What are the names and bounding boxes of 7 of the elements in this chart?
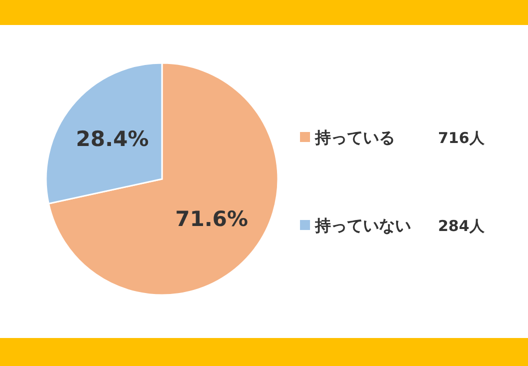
text: 716人 [438, 129, 484, 147]
data-label: 71.6% [175, 207, 248, 232]
data-label: 28.4% [76, 126, 149, 151]
legend-label: 持っている [314, 128, 395, 147]
pie-slice [48, 62, 279, 296]
text: 284人 [438, 217, 484, 235]
legend-label: 持っていない [314, 216, 411, 235]
